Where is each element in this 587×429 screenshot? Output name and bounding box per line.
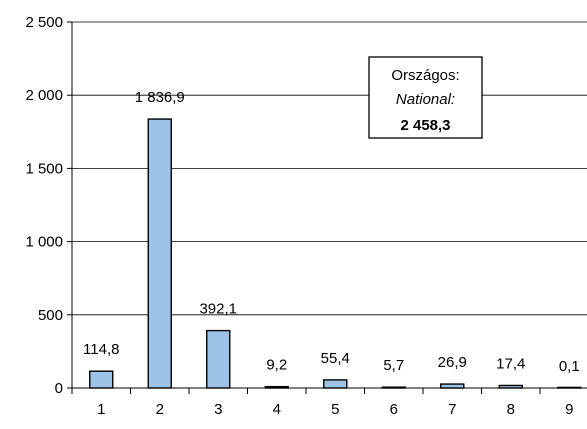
bar bbox=[206, 329, 231, 389]
bar bbox=[323, 379, 348, 389]
y-tick-label: 500 bbox=[38, 307, 63, 324]
x-tick-label: 5 bbox=[331, 401, 339, 418]
data-label: 9,2 bbox=[266, 357, 287, 374]
y-tick-label: 1 000 bbox=[25, 234, 63, 251]
national-total-box: Országos: National: 2 458,3 bbox=[368, 56, 483, 139]
y-tick-label: 2 000 bbox=[25, 87, 63, 104]
x-tick-label: 2 bbox=[156, 401, 164, 418]
x-tick-label: 3 bbox=[214, 401, 222, 418]
national-label-en: National: bbox=[396, 91, 455, 108]
national-total-box-frame bbox=[368, 56, 483, 139]
x-tick-label: 7 bbox=[448, 401, 456, 418]
bars bbox=[89, 118, 582, 389]
y-tick-label: 0 bbox=[55, 380, 63, 397]
data-labels: 114,8 1 836,9 392,1 9,2 55,4 5,7 26,9 17,4 0,1 bbox=[83, 89, 580, 375]
x-tick-label: 4 bbox=[273, 401, 281, 418]
bar bbox=[147, 118, 172, 389]
national-total-value: 2 458,3 bbox=[400, 117, 450, 134]
data-label: 114,8 bbox=[83, 341, 119, 358]
data-label: 0,1 bbox=[559, 358, 580, 375]
y-ticks: 0 500 1 000 1 500 2 000 2 500 bbox=[25, 14, 72, 397]
x-ticks: 1 2 3 4 5 6 7 8 9 bbox=[71, 388, 573, 418]
axes bbox=[71, 22, 587, 389]
x-tick-label: 9 bbox=[565, 401, 573, 418]
x-tick-label: 8 bbox=[507, 401, 515, 418]
data-label: 26,9 bbox=[438, 354, 467, 371]
national-label-hu: Országos: bbox=[391, 67, 459, 84]
data-label: 392,1 bbox=[199, 301, 237, 318]
data-label: 55,4 bbox=[321, 350, 350, 367]
data-label: 5,7 bbox=[383, 357, 404, 374]
x-tick-label: 1 bbox=[97, 401, 105, 418]
bar bbox=[89, 370, 114, 389]
y-tick-label: 1 500 bbox=[25, 160, 63, 177]
y-tick-label: 2 500 bbox=[25, 14, 63, 31]
data-label: 1 836,9 bbox=[135, 89, 185, 106]
x-tick-label: 6 bbox=[390, 401, 398, 418]
data-label: 17,4 bbox=[496, 355, 525, 372]
bar bbox=[440, 383, 465, 389]
